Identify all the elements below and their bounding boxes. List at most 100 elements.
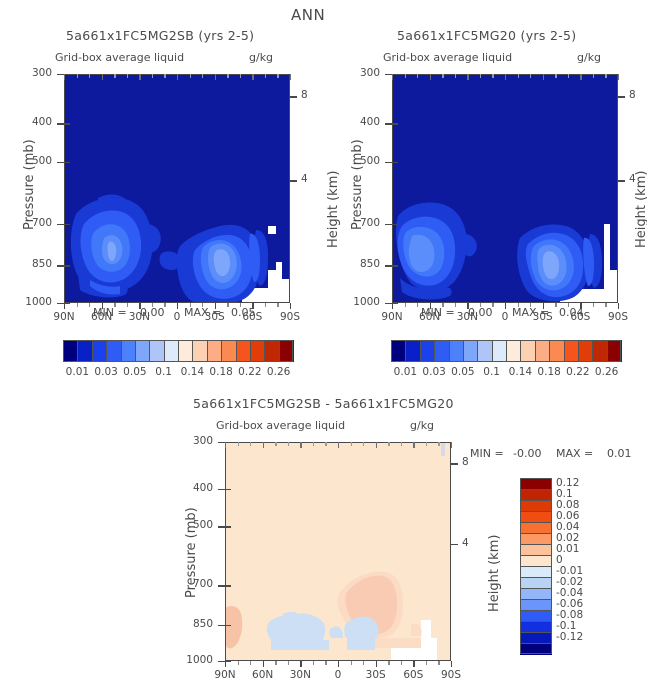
y-axis-tick [218, 489, 225, 491]
y-axis-tick [218, 442, 225, 444]
diff-panel-plot-area[interactable] [225, 442, 451, 661]
x-axis-minor-tick [517, 303, 519, 307]
x-axis-minor-tick [312, 661, 315, 665]
colorbar-cell[interactable] [491, 340, 507, 362]
colorbar-tick-label: 0.18 [537, 366, 561, 378]
x-axis-tick [214, 303, 216, 309]
x-axis-top-minor-tick [567, 74, 570, 78]
colorbar-cell[interactable] [462, 340, 479, 362]
height-axis-tick [451, 463, 458, 465]
x-axis-minor-tick [239, 303, 242, 307]
y-axis-tick [57, 123, 64, 125]
x-axis-tick [429, 303, 431, 309]
left-panel-plot-area[interactable] [64, 74, 290, 303]
colorbar-cell[interactable] [448, 340, 464, 362]
colorbar-cell[interactable] [520, 610, 552, 622]
x-axis-minor-tick [164, 303, 166, 307]
colorbar-cell[interactable] [520, 511, 552, 523]
colorbar-cell[interactable] [178, 340, 194, 362]
x-axis-top-tick [214, 74, 216, 80]
colorbar-cell[interactable] [520, 533, 552, 545]
x-axis-top-tick [467, 74, 469, 80]
left-panel-variable-label: Grid-box average liquid [55, 51, 185, 64]
height-axis-tick-label: 8 [462, 456, 469, 469]
x-axis-minor-tick [363, 661, 365, 665]
x-axis-top-minor-tick [250, 442, 252, 446]
diff-panel-colorbar[interactable] [520, 478, 552, 655]
diff-panel-min-value: -0.00 [513, 447, 542, 460]
x-axis-top-minor-tick [287, 442, 290, 446]
x-axis-top-minor-tick [400, 442, 403, 446]
colorbar-cell[interactable] [192, 340, 208, 362]
colorbar-cell[interactable] [577, 340, 594, 362]
y-axis-minor-tick [393, 303, 398, 305]
right-panel-colorbar[interactable] [391, 340, 622, 362]
colorbar-cell[interactable] [405, 340, 421, 362]
x-axis-top-minor-tick [425, 442, 428, 446]
x-axis-tick [139, 303, 141, 309]
colorbar-cell[interactable] [419, 340, 436, 362]
colorbar-cell[interactable] [235, 340, 251, 362]
y-axis-minor-tick [226, 624, 231, 627]
colorbar-cell[interactable] [163, 340, 179, 362]
colorbar-cell[interactable] [549, 340, 565, 362]
colorbar-cell[interactable] [106, 340, 122, 362]
colorbar-cell[interactable] [520, 522, 552, 534]
colorbar-cell[interactable] [206, 340, 223, 362]
x-axis-tick-label: 30S [365, 669, 386, 681]
colorbar-cell[interactable] [520, 643, 552, 655]
x-axis-minor-tick [592, 303, 595, 307]
colorbar-cell[interactable] [134, 340, 151, 362]
colorbar-tick-label: 0.1 [155, 366, 172, 378]
colorbar-cell[interactable] [520, 544, 552, 556]
x-axis-tick-label: 60N [419, 311, 441, 323]
colorbar-cell[interactable] [149, 340, 165, 362]
x-axis-minor-tick [567, 303, 570, 307]
colorbar-tick-label: 0.02 [556, 532, 580, 544]
figure-season-title: ANN [291, 6, 326, 24]
colorbar-cell[interactable] [391, 340, 406, 362]
right-panel-plot-area[interactable] [392, 74, 618, 303]
right-panel-max-label: MAX = [512, 306, 550, 319]
colorbar-cell[interactable] [264, 340, 280, 362]
colorbar-cell[interactable] [592, 340, 608, 362]
colorbar-cell[interactable] [520, 588, 552, 600]
colorbar-cell[interactable] [520, 599, 552, 611]
colorbar-cell[interactable] [63, 340, 78, 362]
colorbar-cell[interactable] [434, 340, 450, 362]
y-axis-minor-tick [65, 303, 70, 305]
colorbar-cell[interactable] [606, 340, 622, 362]
colorbar-cell[interactable] [520, 566, 552, 578]
colorbar-cell[interactable] [77, 340, 93, 362]
colorbar-cell[interactable] [120, 340, 136, 362]
left-panel-colorbar[interactable] [63, 340, 294, 362]
colorbar-cell[interactable] [520, 489, 552, 501]
colorbar-cell[interactable] [249, 340, 266, 362]
colorbar-cell[interactable] [520, 577, 552, 589]
x-axis-top-tick [262, 442, 264, 448]
colorbar-cell[interactable] [506, 340, 522, 362]
diff-panel-units-label: g/kg [410, 419, 435, 432]
colorbar-cell[interactable] [221, 340, 237, 362]
x-axis-tick-label: 60N [252, 669, 274, 681]
colorbar-cell[interactable] [278, 340, 294, 362]
colorbar-tick-label: 0.22 [566, 366, 590, 378]
x-axis-top-tick [177, 74, 179, 80]
colorbar-cell[interactable] [520, 555, 552, 567]
colorbar-cell[interactable] [520, 632, 552, 644]
y-axis-minor-tick [393, 162, 398, 164]
colorbar-cell[interactable] [520, 500, 552, 512]
colorbar-cell[interactable] [520, 478, 552, 489]
colorbar-cell[interactable] [477, 340, 493, 362]
x-axis-top-tick [252, 74, 254, 80]
x-axis-tick-label: 90N [53, 311, 75, 323]
colorbar-cell[interactable] [520, 340, 536, 362]
colorbar-cell[interactable] [534, 340, 551, 362]
x-axis-top-tick [101, 74, 103, 80]
colorbar-cell[interactable] [520, 621, 552, 633]
x-axis-top-minor-tick [388, 442, 390, 446]
x-axis-top-minor-tick [454, 74, 457, 78]
colorbar-cell[interactable] [563, 340, 579, 362]
colorbar-cell[interactable] [91, 340, 108, 362]
colorbar-tick-label: -0.1 [556, 620, 577, 632]
